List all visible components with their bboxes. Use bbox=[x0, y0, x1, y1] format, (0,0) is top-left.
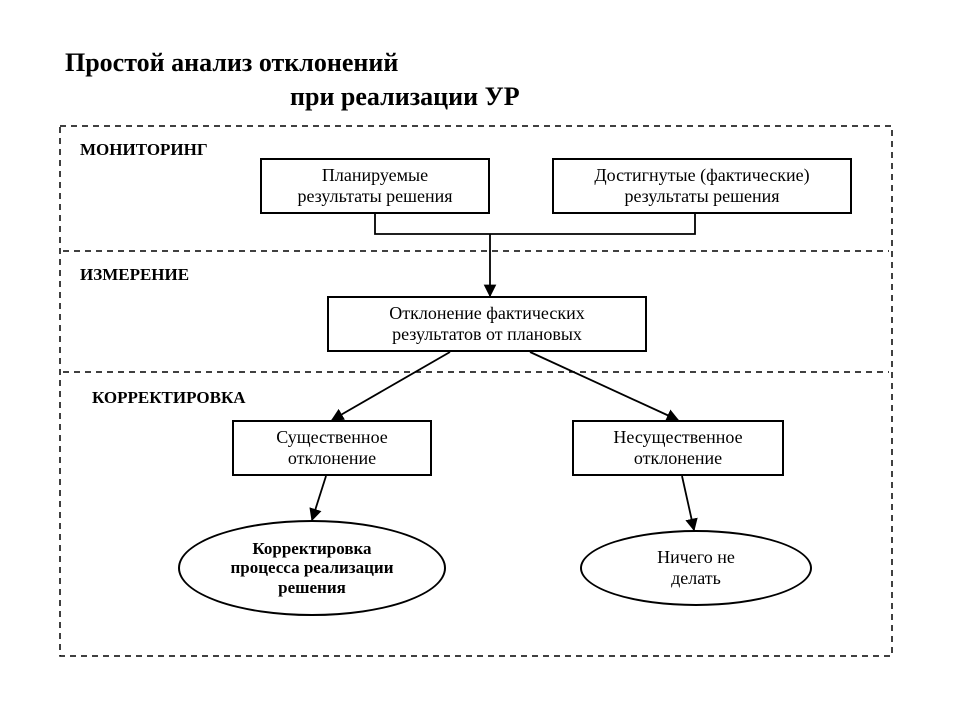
node-nothing: Ничего неделать bbox=[580, 530, 812, 606]
node-actual: Достигнутые (фактические)результаты реше… bbox=[552, 158, 852, 214]
edge-dev-non bbox=[530, 352, 678, 420]
section-correction: КОРРЕКТИРОВКА bbox=[92, 388, 246, 408]
edge-planned-junction bbox=[375, 214, 490, 234]
section-measurement: ИЗМЕРЕНИЕ bbox=[80, 265, 189, 285]
node-sigdev: Существенноеотклонение bbox=[232, 420, 432, 476]
edge-actual-junction bbox=[490, 214, 695, 234]
section-monitoring: МОНИТОРИНГ bbox=[80, 140, 208, 160]
node-correct: Корректировкапроцесса реализациирешения bbox=[178, 520, 446, 616]
edge-sig-correct bbox=[312, 476, 326, 520]
node-planned: Планируемыерезультаты решения bbox=[260, 158, 490, 214]
edge-non-nothing bbox=[682, 476, 694, 530]
node-deviation: Отклонение фактическихрезультатов от пла… bbox=[327, 296, 647, 352]
edge-dev-sig bbox=[332, 352, 450, 420]
node-nondev: Несущественноеотклонение bbox=[572, 420, 784, 476]
diagram-svg bbox=[0, 0, 960, 720]
